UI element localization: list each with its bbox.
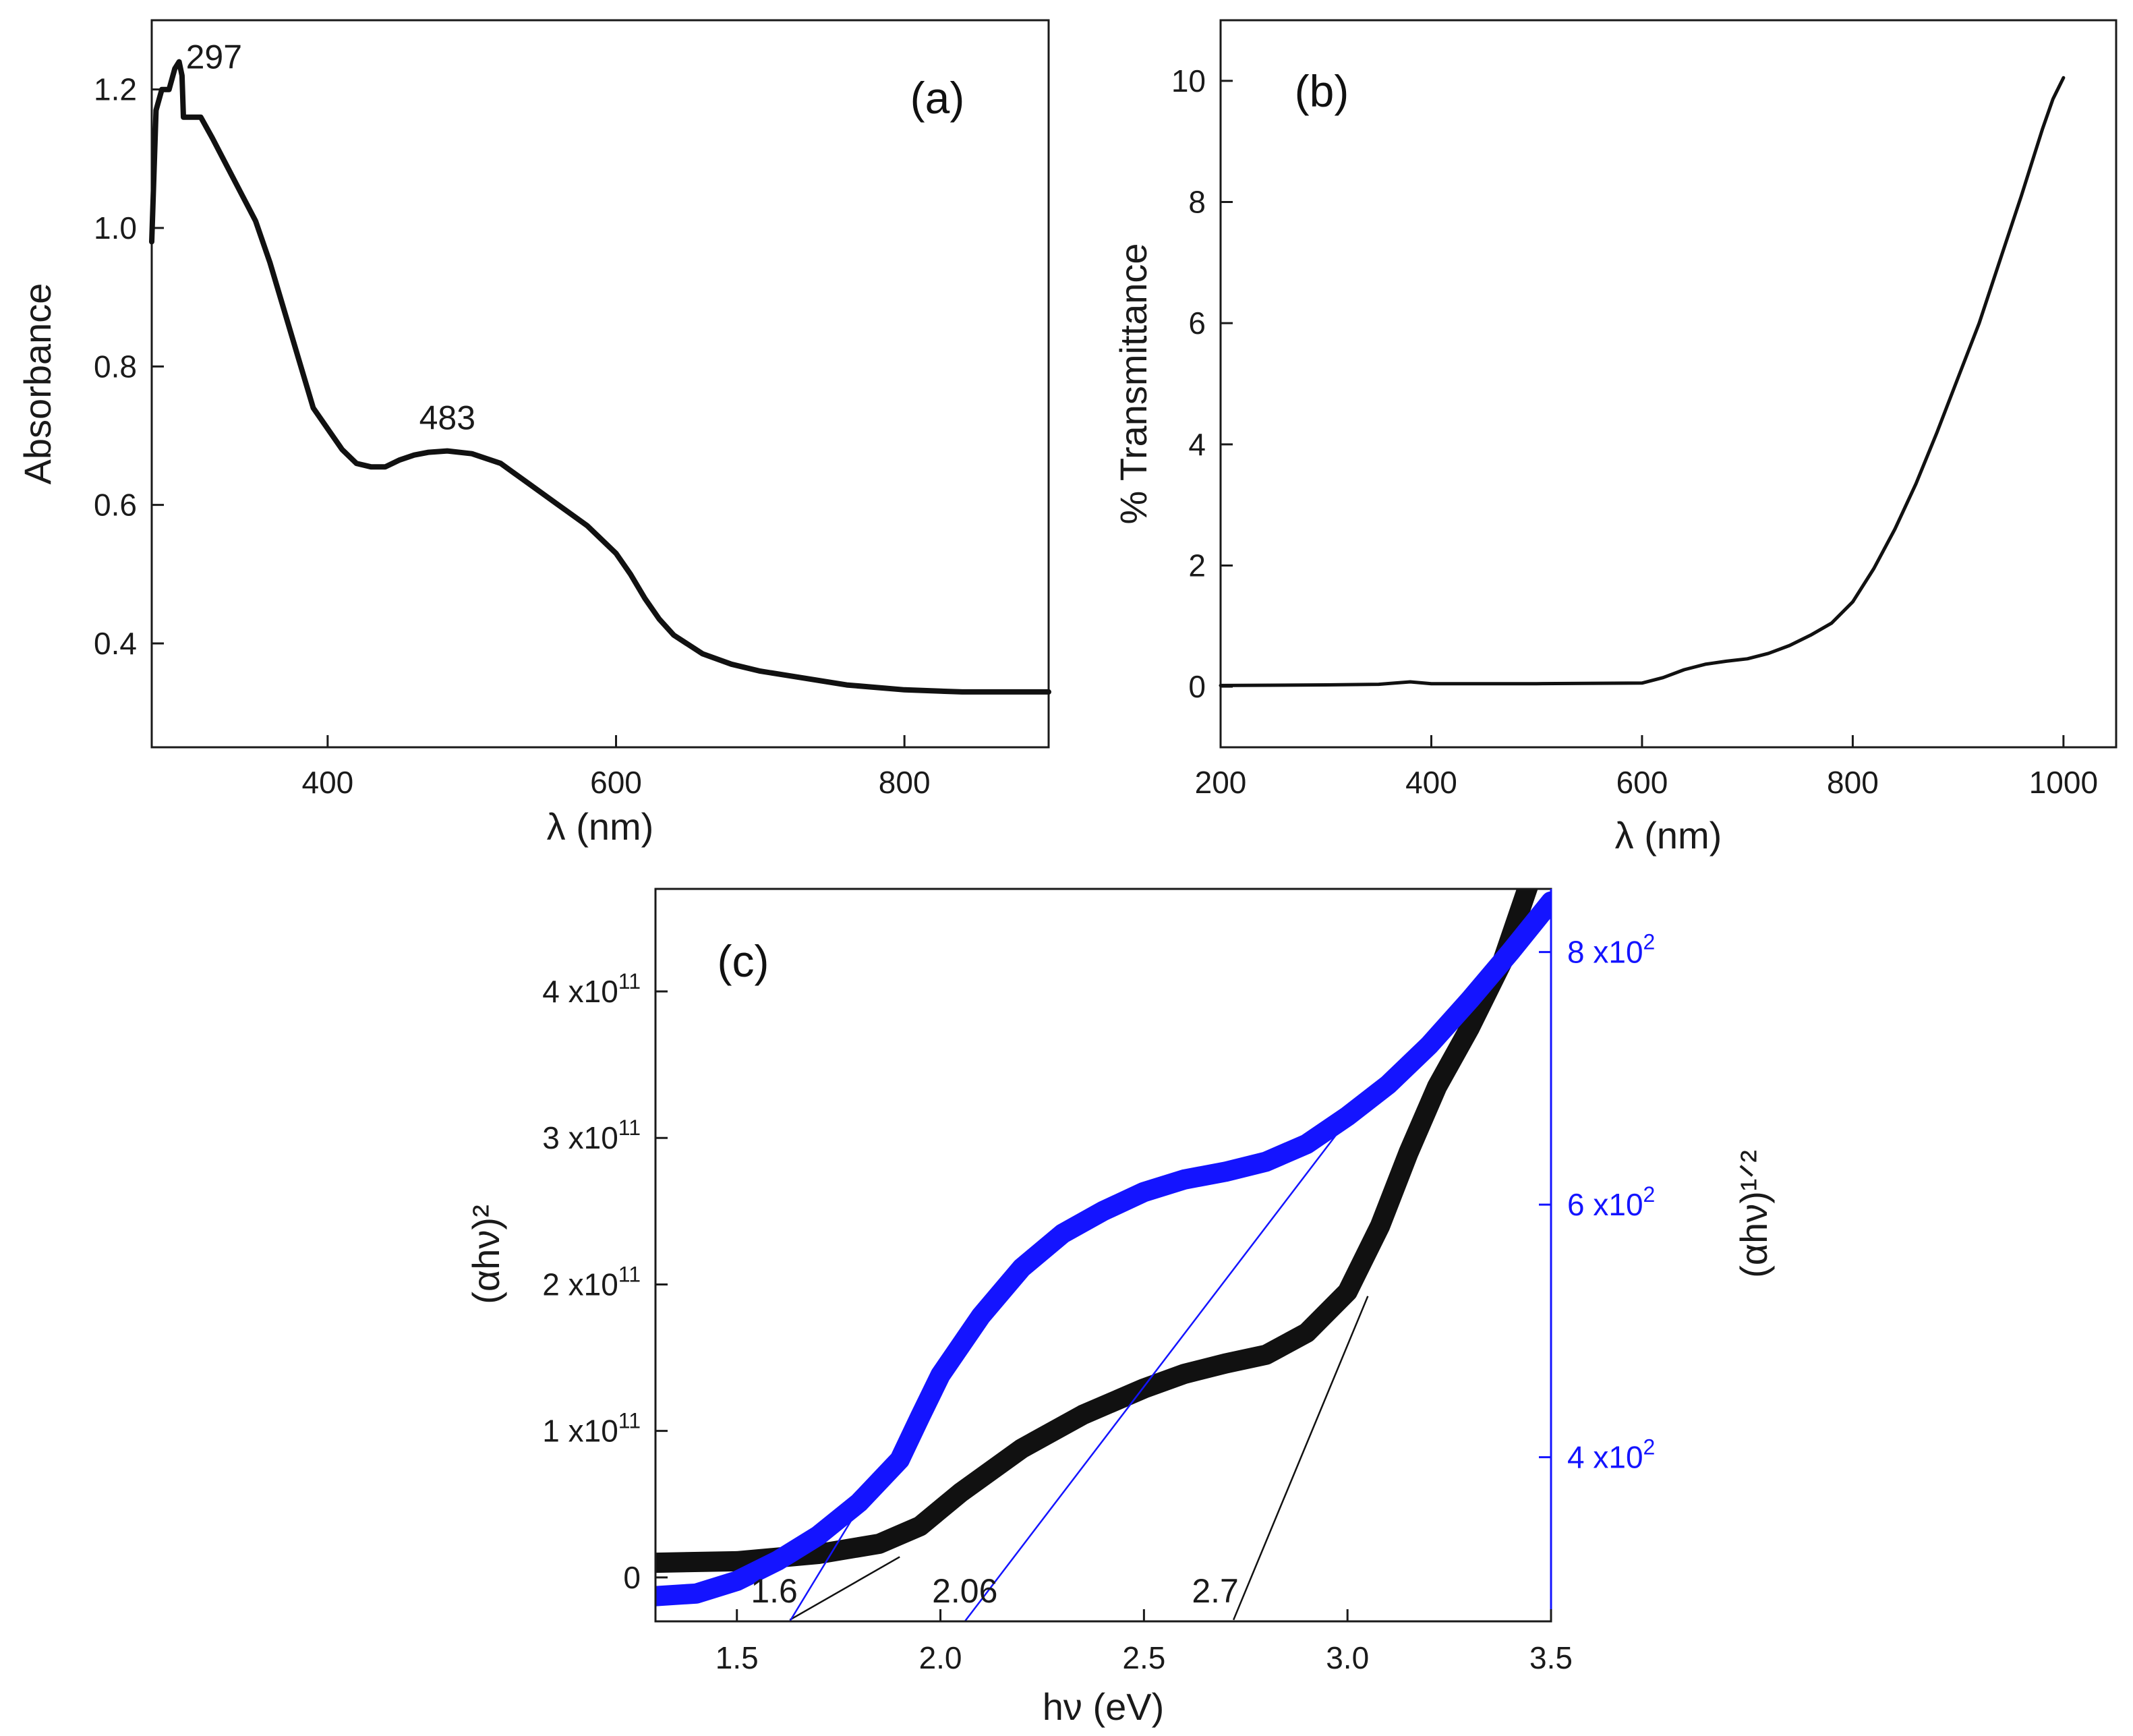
tangent-line-1 (789, 1556, 900, 1621)
panel-c: 1.5 2.0 2.5 3.0 3.5 0 1 x1011 2 x1011 3 x1011 4 x… (465, 888, 1775, 1728)
panel-a-x-tick-label: 400 (301, 765, 353, 800)
panel-a-y-tick-label: 0.4 (94, 626, 137, 661)
bandgap-label-2-7: 2.7 (1192, 1572, 1239, 1610)
tangent-line-2 (1233, 1296, 1369, 1621)
panel-a-y-axis-label: Absorbance (16, 283, 59, 485)
panel-a-y-tick-label: 0.6 (94, 488, 137, 523)
panel-c-x-tick-label: 2.0 (919, 1640, 962, 1675)
panel-a-label: (a) (910, 73, 965, 123)
panel-c-right-y-tick-label: 6 x102 (1567, 1182, 1655, 1222)
panel-b-y-tick-label: 0 (1188, 669, 1206, 704)
panel-c-left-y-tick-label: 2 x1011 (542, 1262, 641, 1302)
bandgap-label-1-6: 1.6 (751, 1572, 798, 1610)
panel-c-frame (654, 888, 1552, 1623)
panel-b-y-tick-label: 10 (1171, 63, 1206, 98)
panel-b-frame (1219, 19, 2117, 749)
panel-a-x-tick-label: 800 (879, 765, 931, 800)
panel-b-x-tick-label: 600 (1616, 765, 1668, 800)
panel-b-label: (b) (1295, 66, 1349, 116)
panel-c-x-tick-label: 1.5 (715, 1640, 759, 1675)
panel-c-x-axis-label: hν (eV) (1043, 1685, 1165, 1728)
panel-b-y-tick-label: 4 (1188, 427, 1206, 462)
panel-c-left-y-tick-label: 0 (623, 1560, 641, 1595)
panel-a-y-tick-label: 0.8 (94, 349, 137, 384)
panel-c-x-tick-label: 2.5 (1122, 1640, 1165, 1675)
panel-c-right-y-axis-label: (αhν)¹ᐟ² (1732, 1150, 1775, 1278)
panel-b-x-tick-label: 200 (1195, 765, 1247, 800)
panel-c-x-tick-label: 3.5 (1529, 1640, 1573, 1675)
tangent-line-3 (789, 1507, 860, 1622)
panel-a-frame (150, 19, 1050, 749)
panel-c-left-y-tick-label: 1 x1011 (542, 1409, 641, 1449)
panel-b-x-tick-label: 400 (1405, 765, 1457, 800)
panel-b-y-axis-label: % Transmittance (1112, 243, 1155, 524)
panel-a-y-tick-label: 1.0 (94, 210, 137, 245)
panel-a-x-tick-label: 600 (590, 765, 642, 800)
bandgap-label-2-06: 2.06 (932, 1572, 997, 1610)
panel-c-right-y-tick-label: 8 x102 (1567, 930, 1655, 970)
panel-c-left-y-tick-label: 4 x1011 (542, 969, 641, 1009)
panel-c-right-y-tick-label: 4 x102 (1567, 1435, 1655, 1475)
panel-a-y-tick-label: 1.2 (94, 72, 137, 107)
panel-b-y-tick-label: 8 (1188, 185, 1206, 220)
panel-b-x-tick-label: 800 (1827, 765, 1879, 800)
absorbance-curve (149, 59, 1051, 695)
panel-b-x-tick-label: 1000 (2029, 765, 2098, 800)
squared-absorption-curve (655, 889, 1538, 1573)
panel-c-x-tick-label: 3.0 (1326, 1640, 1369, 1675)
sqrt-absorption-curve (655, 891, 1551, 1607)
panel-b: 200 400 600 800 1000 0 2 4 6 8 10 (b) λ (nm) % Tra… (1112, 19, 2117, 857)
panel-a-x-axis-label: λ (nm) (547, 805, 654, 848)
peak-label-483: 483 (419, 399, 475, 437)
panel-c-label: (c) (718, 936, 769, 986)
peak-label-297: 297 (186, 38, 242, 76)
panel-c-left-y-tick-label: 3 x1011 (542, 1116, 641, 1155)
panel-a: 400 600 800 0.4 0.6 0.8 1.0 1.2 (a) 297 483 λ (… (16, 19, 1051, 848)
panel-b-y-tick-label: 2 (1188, 548, 1206, 583)
tangent-line-4 (964, 1119, 1349, 1622)
panel-b-x-axis-label: λ (nm) (1615, 814, 1722, 857)
transmittance-curve (1219, 76, 2066, 687)
panel-c-left-y-axis-label: (αhν)² (465, 1205, 507, 1304)
panel-b-y-tick-label: 6 (1188, 306, 1206, 341)
